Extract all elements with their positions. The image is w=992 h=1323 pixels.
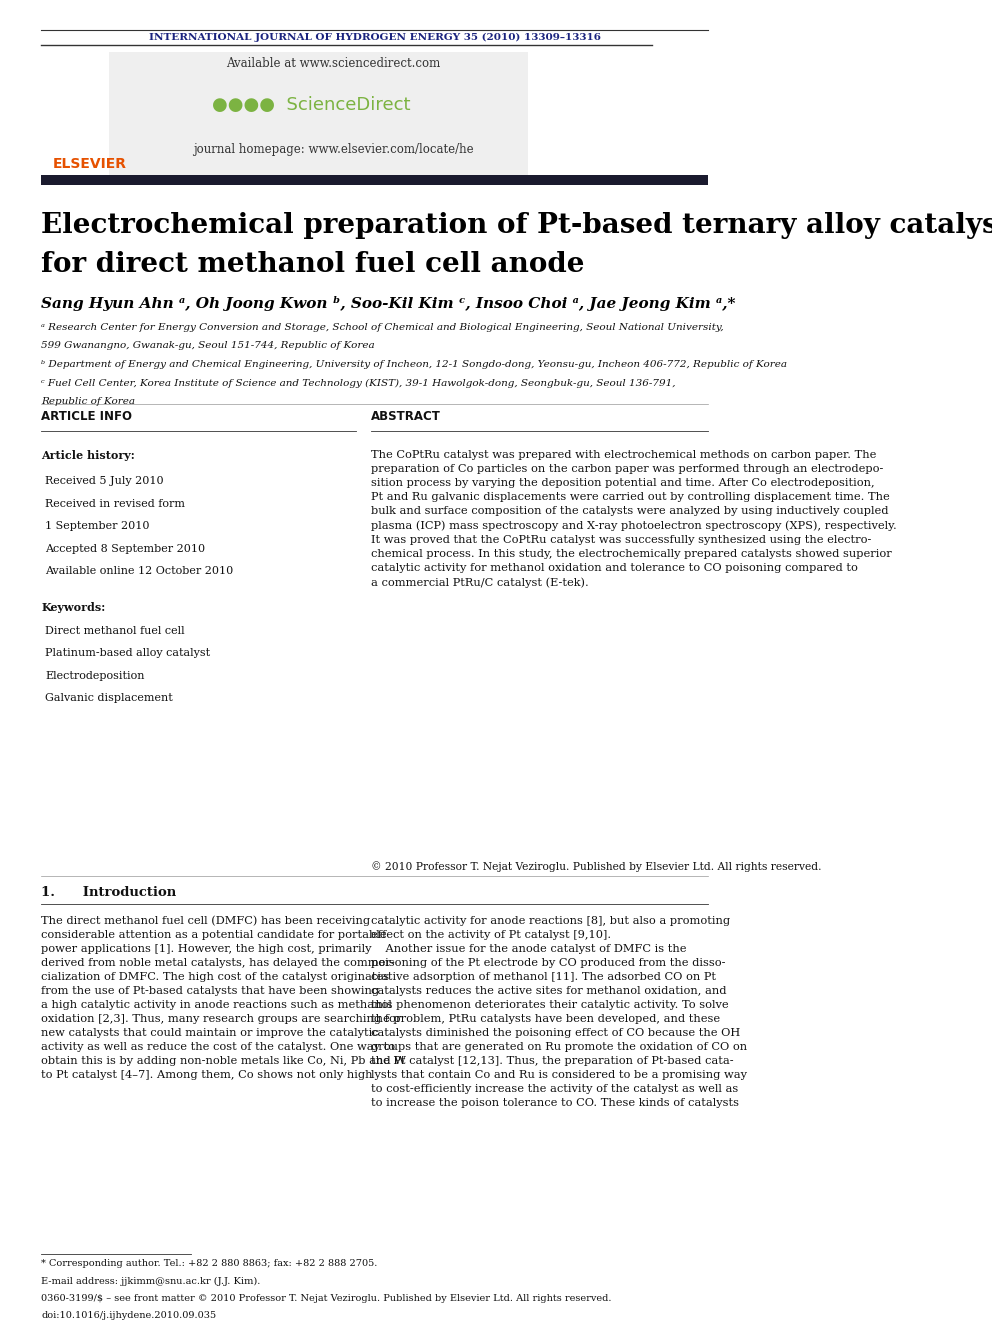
Text: ᵇ Department of Energy and Chemical Engineering, University of Incheon, 12-1 Son: ᵇ Department of Energy and Chemical Engi… (42, 360, 788, 369)
Text: E-mail address: jjkimm@snu.ac.kr (J.J. Kim).: E-mail address: jjkimm@snu.ac.kr (J.J. K… (42, 1277, 261, 1286)
Text: journal homepage: www.elsevier.com/locate/he: journal homepage: www.elsevier.com/locat… (193, 143, 473, 156)
Text: Electrochemical preparation of Pt-based ternary alloy catalyst: Electrochemical preparation of Pt-based … (42, 212, 992, 238)
Bar (108, 52, 528, 175)
Text: Sang Hyun Ahn ᵃ, Oh Joong Kwon ᵇ, Soo-Kil Kim ᶜ, Insoo Choi ᵃ, Jae Jeong Kim ᵃ,*: Sang Hyun Ahn ᵃ, Oh Joong Kwon ᵇ, Soo-Ki… (42, 296, 736, 311)
Bar (42, 175, 708, 185)
Text: The CoPtRu catalyst was prepared with electrochemical methods on carbon paper. T: The CoPtRu catalyst was prepared with el… (371, 450, 897, 587)
Text: Available at www.sciencedirect.com: Available at www.sciencedirect.com (226, 57, 440, 70)
Text: Direct methanol fuel cell: Direct methanol fuel cell (45, 626, 185, 636)
Text: ELSEVIER: ELSEVIER (53, 157, 126, 171)
Text: 1 September 2010: 1 September 2010 (45, 521, 150, 532)
Text: Keywords:: Keywords: (42, 602, 105, 613)
Text: Galvanic displacement: Galvanic displacement (45, 693, 173, 704)
Text: * Corresponding author. Tel.: +82 2 880 8863; fax: +82 2 888 2705.: * Corresponding author. Tel.: +82 2 880 … (42, 1259, 378, 1269)
Text: Article history:: Article history: (42, 450, 135, 460)
Text: for direct methanol fuel cell anode: for direct methanol fuel cell anode (42, 251, 584, 278)
Text: Received in revised form: Received in revised form (45, 499, 185, 509)
Text: ●●●●  ScienceDirect: ●●●● ScienceDirect (211, 95, 410, 114)
Text: 1.      Introduction: 1. Introduction (42, 886, 177, 900)
Text: Received 5 July 2010: Received 5 July 2010 (45, 476, 164, 487)
Text: The direct methanol fuel cell (DMFC) has been receiving
considerable attention a: The direct methanol fuel cell (DMFC) has… (42, 916, 406, 1080)
Text: ᵃ Research Center for Energy Conversion and Storage, School of Chemical and Biol: ᵃ Research Center for Energy Conversion … (42, 323, 724, 332)
Text: 0360-3199/$ – see front matter © 2010 Professor T. Nejat Veziroglu. Published by: 0360-3199/$ – see front matter © 2010 Pr… (42, 1294, 612, 1303)
Text: Electrodeposition: Electrodeposition (45, 671, 145, 681)
Text: © 2010 Professor T. Nejat Veziroglu. Published by Elsevier Ltd. All rights reser: © 2010 Professor T. Nejat Veziroglu. Pub… (371, 861, 821, 872)
Text: ARTICLE INFO: ARTICLE INFO (42, 410, 132, 423)
Text: ᶜ Fuel Cell Center, Korea Institute of Science and Technology (KIST), 39-1 Hawol: ᶜ Fuel Cell Center, Korea Institute of S… (42, 378, 676, 388)
Text: doi:10.1016/j.ijhydene.2010.09.035: doi:10.1016/j.ijhydene.2010.09.035 (42, 1311, 216, 1320)
Text: Platinum-based alloy catalyst: Platinum-based alloy catalyst (45, 648, 210, 659)
Text: 599 Gwanangno, Gwanak-gu, Seoul 151-744, Republic of Korea: 599 Gwanangno, Gwanak-gu, Seoul 151-744,… (42, 341, 375, 351)
Text: Available online 12 October 2010: Available online 12 October 2010 (45, 566, 233, 577)
Text: Republic of Korea: Republic of Korea (42, 397, 135, 406)
Text: Accepted 8 September 2010: Accepted 8 September 2010 (45, 544, 205, 554)
Text: ABSTRACT: ABSTRACT (371, 410, 440, 423)
Text: catalytic activity for anode reactions [8], but also a promoting
effect on the a: catalytic activity for anode reactions [… (371, 916, 747, 1107)
Text: INTERNATIONAL JOURNAL OF HYDROGEN ENERGY 35 (2010) 13309–13316: INTERNATIONAL JOURNAL OF HYDROGEN ENERGY… (149, 33, 600, 41)
